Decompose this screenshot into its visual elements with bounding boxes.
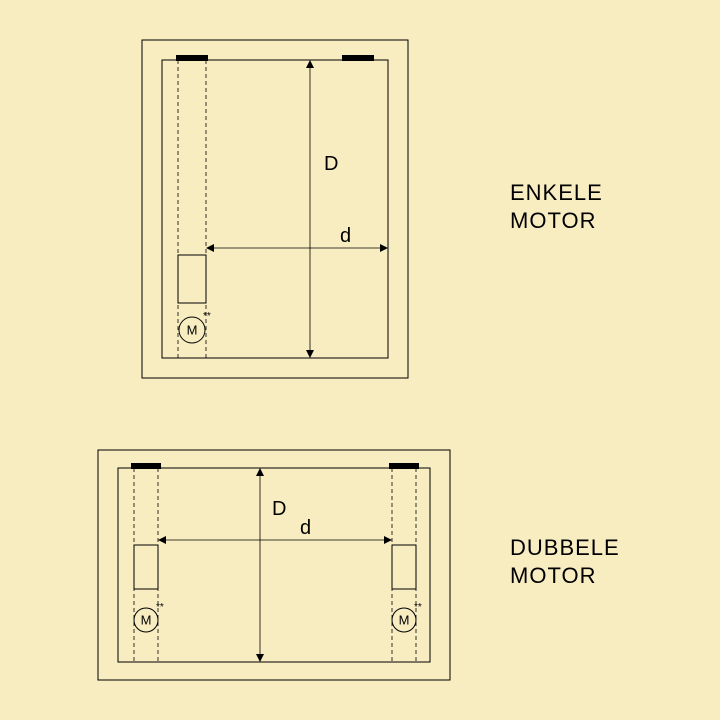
inner-frame [162, 60, 388, 358]
diagram-caption: ENKELE [510, 180, 603, 205]
dimension-label: D [272, 498, 286, 520]
motor-label: M [399, 612, 410, 627]
motor-block [178, 255, 206, 303]
motor-block [134, 545, 158, 589]
motor-stars: ** [203, 311, 211, 322]
outer-frame [142, 40, 408, 378]
motor-stars: ** [414, 602, 422, 613]
diagram-caption: MOTOR [510, 208, 596, 233]
outer-frame [98, 450, 450, 680]
motor-label: M [141, 612, 152, 627]
dimension-label: D [324, 153, 338, 175]
rail-cap [176, 55, 208, 61]
dimension-label: d [340, 225, 351, 247]
dimension-label: d [300, 517, 311, 539]
diagram-caption: MOTOR [510, 563, 596, 588]
rail-cap [342, 55, 374, 61]
motor-label: M [187, 322, 198, 337]
rail-cap [131, 463, 161, 469]
diagram-caption: DUBBELE [510, 535, 620, 560]
rail-cap [389, 463, 419, 469]
motor-block [392, 545, 416, 589]
motor-stars: ** [156, 602, 164, 613]
